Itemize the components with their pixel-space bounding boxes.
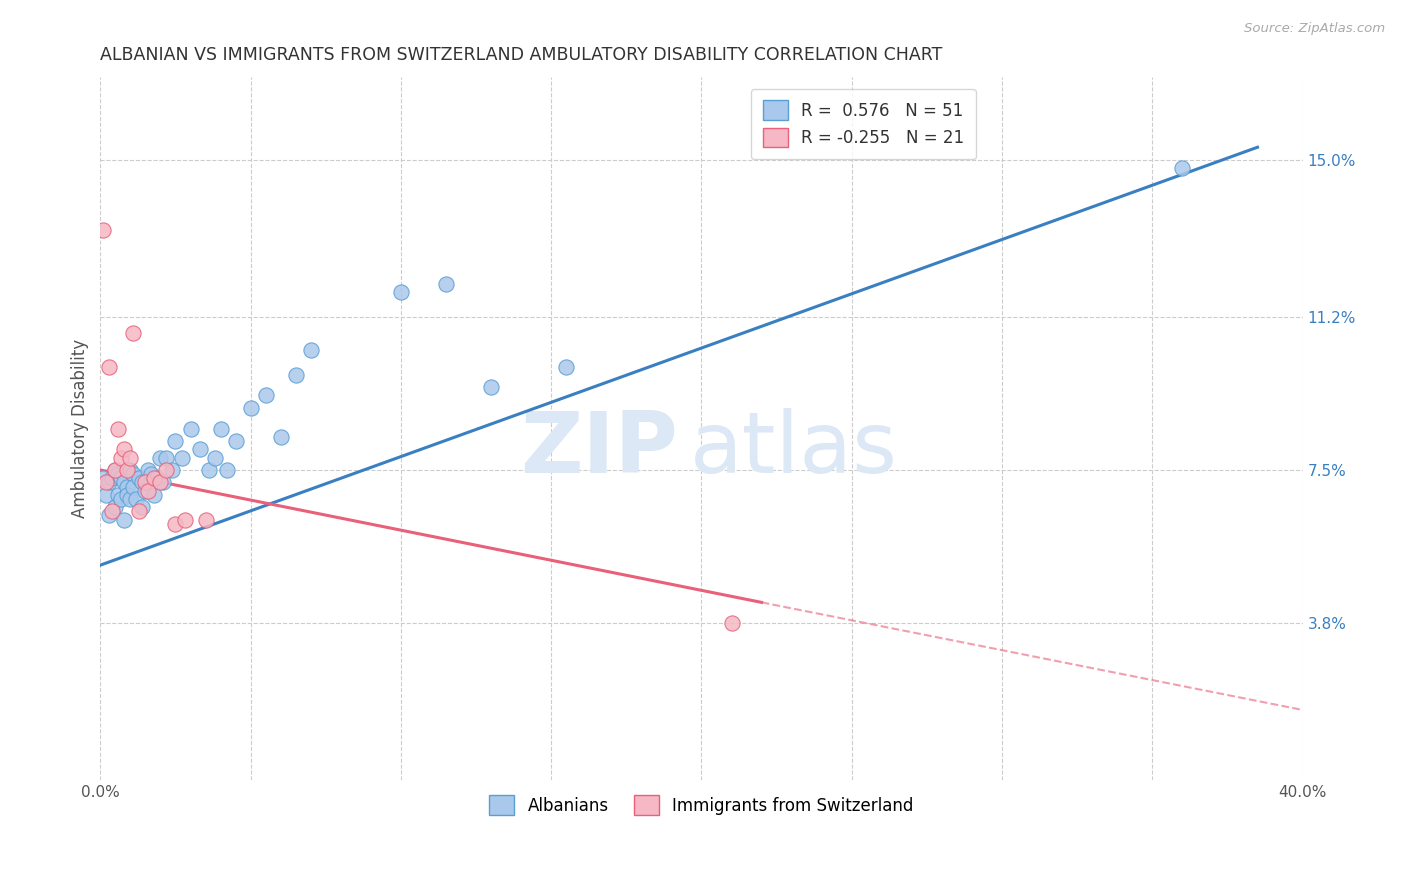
Point	[284, 368, 307, 382]
Point	[389, 285, 412, 299]
Point	[149, 475, 172, 490]
Point	[134, 475, 156, 490]
Point	[110, 491, 132, 506]
Point	[138, 483, 160, 498]
Point	[122, 479, 145, 493]
Point	[125, 491, 148, 506]
Point	[117, 479, 139, 493]
Point	[152, 475, 174, 490]
Point	[128, 471, 150, 485]
Point	[104, 463, 127, 477]
Point	[170, 450, 193, 465]
Point	[98, 475, 121, 490]
Point	[479, 380, 502, 394]
Point	[104, 500, 127, 515]
Point	[107, 421, 129, 435]
Point	[143, 471, 166, 485]
Point	[122, 467, 145, 482]
Point	[254, 388, 277, 402]
Text: atlas: atlas	[689, 409, 897, 491]
Point	[173, 513, 195, 527]
Point	[215, 463, 238, 477]
Point	[110, 450, 132, 465]
Point	[270, 430, 292, 444]
Y-axis label: Ambulatory Disability: Ambulatory Disability	[72, 339, 89, 518]
Point	[96, 488, 118, 502]
Point	[141, 467, 163, 482]
Point	[146, 471, 169, 485]
Text: ALBANIAN VS IMMIGRANTS FROM SWITZERLAND AMBULATORY DISABILITY CORRELATION CHART: ALBANIAN VS IMMIGRANTS FROM SWITZERLAND …	[100, 46, 943, 64]
Point	[131, 475, 153, 490]
Point	[204, 450, 226, 465]
Point	[93, 471, 115, 485]
Point	[194, 513, 217, 527]
Point	[155, 463, 177, 477]
Point	[165, 434, 187, 448]
Point	[107, 488, 129, 502]
Point	[101, 504, 124, 518]
Point	[120, 491, 142, 506]
Legend: Albanians, Immigrants from Switzerland: Albanians, Immigrants from Switzerland	[479, 786, 924, 825]
Text: ZIP: ZIP	[520, 409, 678, 491]
Point	[107, 467, 129, 482]
Point	[1171, 161, 1194, 175]
Point	[149, 450, 172, 465]
Point	[112, 475, 135, 490]
Point	[117, 463, 139, 477]
Point	[122, 326, 145, 341]
Point	[93, 223, 115, 237]
Point	[180, 421, 202, 435]
Point	[138, 463, 160, 477]
Point	[98, 508, 121, 523]
Text: Source: ZipAtlas.com: Source: ZipAtlas.com	[1244, 22, 1385, 36]
Point	[134, 483, 156, 498]
Point	[197, 463, 219, 477]
Point	[225, 434, 247, 448]
Point	[112, 442, 135, 457]
Point	[96, 475, 118, 490]
Point	[120, 450, 142, 465]
Point	[98, 359, 121, 374]
Point	[110, 471, 132, 485]
Point	[299, 343, 322, 357]
Point	[555, 359, 578, 374]
Point	[165, 516, 187, 531]
Point	[209, 421, 232, 435]
Point	[155, 450, 177, 465]
Point	[117, 488, 139, 502]
Point	[101, 471, 124, 485]
Point	[239, 401, 262, 415]
Point	[128, 504, 150, 518]
Point	[143, 488, 166, 502]
Point	[131, 500, 153, 515]
Point	[112, 513, 135, 527]
Point	[104, 463, 127, 477]
Point	[434, 277, 457, 291]
Point	[120, 463, 142, 477]
Point	[720, 616, 742, 631]
Point	[188, 442, 211, 457]
Point	[162, 463, 184, 477]
